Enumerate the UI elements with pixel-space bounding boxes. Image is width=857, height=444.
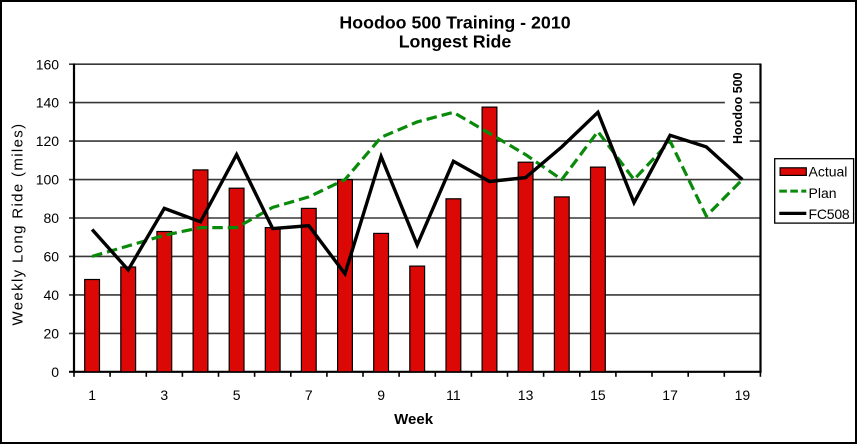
svg-text:160: 160 — [36, 56, 60, 72]
svg-text:Hoodoo 500: Hoodoo 500 — [731, 72, 745, 144]
svg-text:Weekly Long Ride (miles): Weekly Long Ride (miles) — [10, 122, 27, 325]
svg-text:Hoodoo 500 Training - 2010: Hoodoo 500 Training - 2010 — [339, 13, 570, 33]
svg-text:FC508: FC508 — [809, 206, 850, 222]
svg-text:60: 60 — [44, 249, 60, 265]
svg-text:13: 13 — [518, 387, 534, 403]
svg-text:5: 5 — [233, 387, 241, 403]
svg-text:1: 1 — [88, 387, 96, 403]
svg-text:100: 100 — [36, 172, 60, 188]
svg-text:Week: Week — [394, 411, 434, 428]
svg-text:7: 7 — [305, 387, 313, 403]
svg-text:Actual: Actual — [809, 164, 848, 180]
svg-text:120: 120 — [36, 133, 60, 149]
svg-text:0: 0 — [51, 364, 59, 380]
svg-text:20: 20 — [44, 326, 60, 342]
svg-text:80: 80 — [44, 210, 60, 226]
svg-text:15: 15 — [590, 387, 606, 403]
svg-text:40: 40 — [44, 287, 60, 303]
svg-text:17: 17 — [662, 387, 678, 403]
svg-text:Longest Ride: Longest Ride — [399, 32, 512, 52]
svg-text:11: 11 — [446, 387, 461, 403]
svg-text:19: 19 — [735, 387, 751, 403]
svg-text:3: 3 — [160, 387, 168, 403]
svg-text:Plan: Plan — [809, 185, 837, 201]
svg-text:9: 9 — [377, 387, 385, 403]
svg-text:140: 140 — [36, 95, 60, 111]
